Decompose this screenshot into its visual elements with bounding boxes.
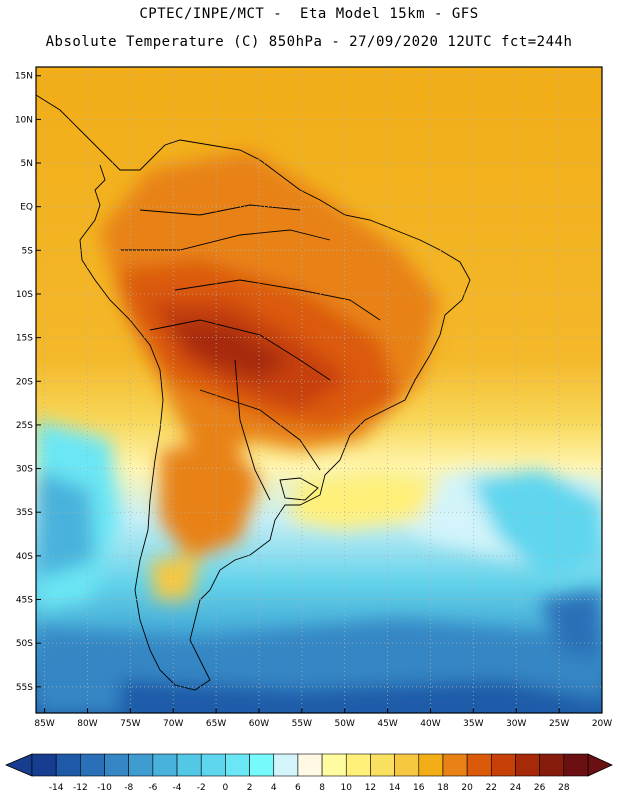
legend-label: 22 (486, 783, 497, 793)
lon-label: 45W (377, 719, 397, 729)
lat-label: 35S (16, 508, 33, 518)
lon-label: 20W (592, 719, 612, 729)
legend-label: 20 (461, 783, 473, 793)
legend-swatch (176, 753, 202, 777)
lon-label: 60W (249, 719, 269, 729)
lat-label: 30S (16, 465, 33, 475)
lon-label: 65W (206, 719, 226, 729)
lon-label: 55W (292, 719, 312, 729)
legend-swatch (297, 753, 323, 777)
lon-label: 30W (506, 719, 526, 729)
legend-label: 18 (437, 783, 449, 793)
lon-label: 40W (420, 719, 440, 729)
legend-label: -12 (73, 783, 88, 793)
legend-swatch (249, 753, 275, 777)
lat-label: 40S (16, 552, 33, 562)
legend-label: 26 (534, 783, 546, 793)
legend-swatch (80, 753, 105, 777)
legend-swatch (104, 753, 129, 777)
lon-label: 80W (77, 719, 97, 729)
lat-label: EQ (20, 203, 33, 213)
legend-swatch (515, 753, 540, 777)
legend-swatch (394, 753, 420, 777)
legend-swatch (442, 753, 468, 777)
lon-label: 75W (120, 719, 140, 729)
legend-swatch (563, 753, 589, 777)
lon-label: 70W (163, 719, 183, 729)
legend-label: 24 (510, 783, 522, 793)
legend-swatch (539, 753, 565, 777)
legend-label: -2 (197, 783, 206, 793)
legend-swatch (370, 753, 395, 777)
legend-label: 12 (365, 783, 376, 793)
legend-swatch (491, 753, 516, 777)
legend-label: 16 (413, 783, 425, 793)
legend-label: -4 (173, 783, 182, 793)
legend-label: 2 (247, 783, 253, 793)
map-title-line1: CPTEC/INPE/MCT - Eta Model 15km - GFS (139, 6, 479, 22)
legend-label: -6 (148, 783, 157, 793)
color-legend: -14 -12 -10 -8 -6 -4 -2 0 2 4 6 8 10 12 14 16 18 20 22 24 26… (4, 753, 613, 793)
legend-swatch (345, 753, 371, 777)
legend-swatch (418, 753, 444, 777)
map-frame (35, 66, 603, 714)
coastlines (36, 94, 471, 691)
lat-label: 5N (21, 159, 33, 169)
legend-swatch (55, 753, 81, 777)
legend-swatch (273, 753, 299, 777)
legend-swatch (466, 753, 492, 777)
lat-label: 50S (16, 639, 33, 649)
lon-label: 50W (335, 719, 355, 729)
legend-arrow-low (4, 753, 33, 777)
map-title-line2: Absolute Temperature (C) 850hPa - 27/09/… (45, 34, 573, 50)
legend-arrow-high (587, 753, 613, 777)
legend-label: 14 (389, 783, 401, 793)
lat-label: 10N (15, 115, 33, 125)
lon-label: 35W (463, 719, 483, 729)
legend-swatch (152, 753, 178, 777)
legend-label: -10 (97, 783, 112, 793)
lat-label: 45S (16, 596, 33, 606)
legend-label: -14 (49, 783, 64, 793)
legend-swatch (200, 753, 226, 777)
legend-label: 10 (341, 783, 353, 793)
legend-label: 8 (319, 783, 325, 793)
legend-swatch (321, 753, 347, 777)
legend-swatch (128, 753, 154, 777)
temperature-field (36, 67, 602, 713)
lat-label: 15S (16, 334, 33, 344)
legend-swatch (31, 753, 57, 777)
legend-label: -8 (124, 783, 133, 793)
lon-label: 25W (549, 719, 569, 729)
legend-label: 0 (223, 783, 229, 793)
lat-label: 55S (16, 683, 33, 693)
map-axes: 15N 10N 5N EQ 5S 10S 15S 20S 25S 30S 35S 40S 45S 50S 5… (15, 72, 612, 729)
lon-label: 85W (34, 719, 54, 729)
legend-label: 4 (271, 783, 277, 793)
legend-label: 28 (558, 783, 570, 793)
lat-label: 5S (22, 246, 34, 256)
lat-label: 10S (16, 290, 33, 300)
legend-label: 6 (295, 783, 301, 793)
lat-label: 20S (16, 377, 33, 387)
lat-label: 15N (15, 72, 33, 82)
legend-swatch (225, 753, 250, 777)
lat-label: 25S (16, 421, 33, 431)
